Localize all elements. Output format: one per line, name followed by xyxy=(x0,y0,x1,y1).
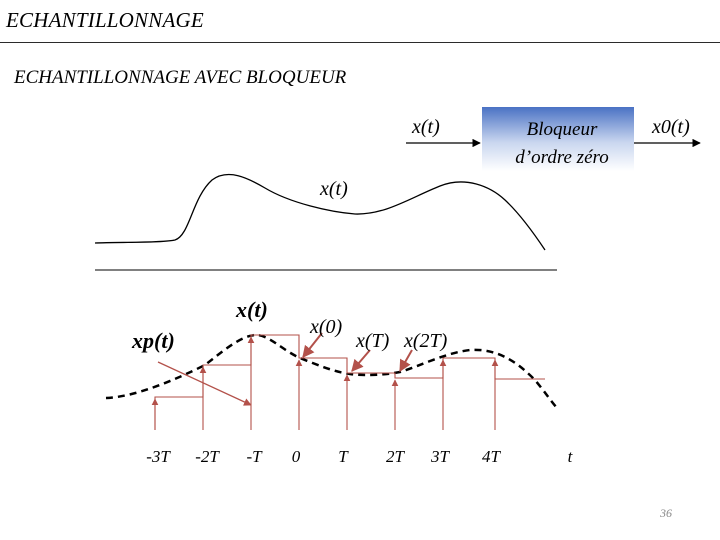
tick-label: 3T xyxy=(430,447,451,466)
header-title: ECHANTILLONNAGE xyxy=(6,8,204,32)
top-curve-label: x(t) xyxy=(319,178,348,200)
page-number: 36 xyxy=(660,506,672,520)
header-divider xyxy=(0,42,720,43)
bottom-signal-label: x(t) xyxy=(235,297,268,322)
sample-label-xT: x(T) xyxy=(355,330,390,352)
time-axis-labels: -3T -2T -T 0 T 2T 3T 4T t xyxy=(146,447,573,466)
tick-label: -2T xyxy=(195,447,220,466)
continuous-signal-curve xyxy=(94,173,546,251)
tick-label: -3T xyxy=(146,447,171,466)
zero-order-hold-diagram: Bloqueur d’ordre zéro x(t) x0(t) xyxy=(406,107,701,171)
output-signal-label: x0(t) xyxy=(651,116,690,138)
x0-pointer-arrow xyxy=(302,332,323,358)
block-label-line1: Bloqueur xyxy=(527,119,598,140)
block-label-line2: d’ordre zéro xyxy=(515,147,608,168)
sample-arrows xyxy=(151,336,499,430)
continuous-signal-plot: x(t) xyxy=(94,173,557,271)
tick-label: T xyxy=(338,447,349,466)
tick-label: t xyxy=(568,447,574,466)
section-subtitle: ECHANTILLONNAGE AVEC BLOQUEUR xyxy=(14,67,347,88)
tick-label: 4T xyxy=(482,447,502,466)
input-signal-label: x(t) xyxy=(411,116,440,138)
x2T-pointer-arrow xyxy=(399,349,413,373)
xp-pointer-arrow xyxy=(157,361,252,406)
tick-label: 2T xyxy=(386,447,406,466)
tick-label: -T xyxy=(246,447,263,466)
sample-label-x2T: x(2T) xyxy=(403,330,448,352)
zero-order-hold-staircase xyxy=(154,334,545,430)
sample-label-x0: x(0) xyxy=(309,316,343,338)
xp-label: xp(t) xyxy=(131,328,175,353)
dashed-signal-curve xyxy=(105,333,558,409)
xT-pointer-arrow xyxy=(351,349,371,372)
zero-order-hold-block xyxy=(482,107,634,171)
tick-label: 0 xyxy=(292,447,301,466)
sampled-signal-plot: x(t) xp(t) x(0) x(T) x(2T) -3T -2T -T 0 … xyxy=(105,297,574,466)
